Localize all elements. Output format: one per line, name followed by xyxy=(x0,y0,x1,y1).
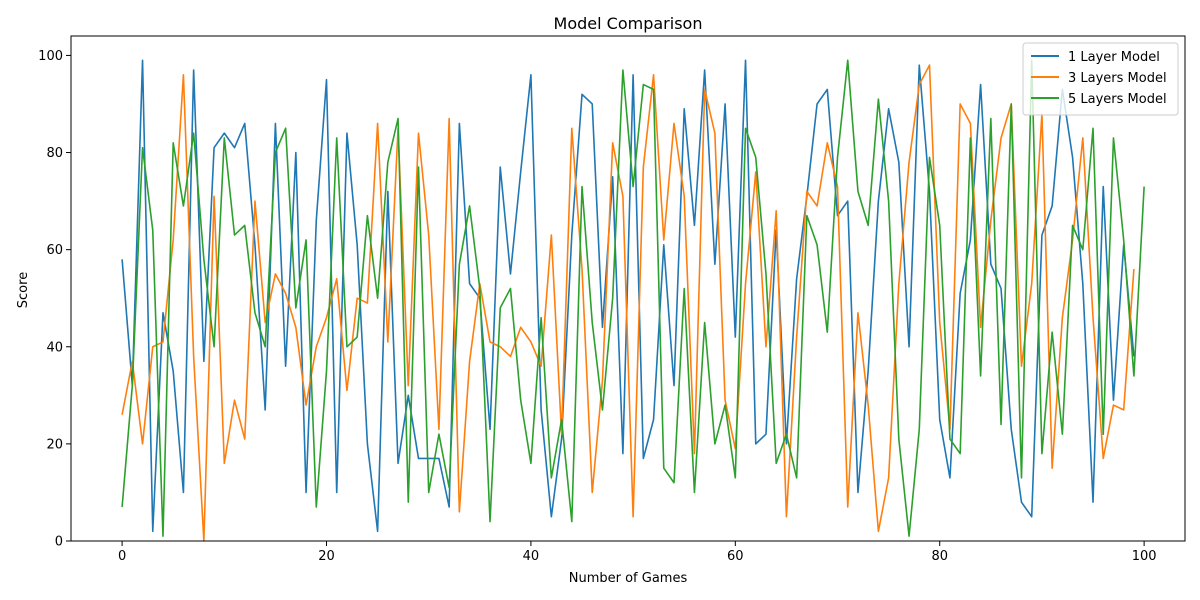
y-axis-label: Score xyxy=(16,272,31,308)
legend-label-1: 1 Layer Model xyxy=(1068,50,1160,65)
y-tick-label: 100 xyxy=(38,49,63,64)
legend-box xyxy=(1022,42,1179,116)
legend-label-3: 5 Layers Model xyxy=(1068,92,1167,107)
x-tick-label: 0 xyxy=(118,549,126,564)
y-tick-label: 60 xyxy=(46,243,63,258)
plot-frame xyxy=(70,35,1186,542)
x-tick-label: 60 xyxy=(727,549,744,564)
chart-title: Model Comparison xyxy=(554,14,703,33)
axes-layer: 0 20 40 60 80 100 0 20 40 60 80 100 xyxy=(38,35,1186,564)
x-tick-label: 80 xyxy=(931,549,948,564)
x-tick-label: 40 xyxy=(523,549,540,564)
series-layer xyxy=(121,59,1145,542)
x-tick-label: 20 xyxy=(318,549,335,564)
y-tick-label: 80 xyxy=(46,146,63,161)
x-tick-label: 100 xyxy=(1132,549,1157,564)
series-line-3 xyxy=(121,59,1145,537)
y-tick-label: 20 xyxy=(46,437,63,452)
series-line-1 xyxy=(121,59,1135,533)
legend-label-2: 3 Layers Model xyxy=(1068,71,1167,86)
series-line-2 xyxy=(121,64,1135,542)
legend: 1 Layer Model 3 Layers Model 5 Layers Mode… xyxy=(1022,42,1179,116)
y-tick-label: 0 xyxy=(55,535,63,550)
y-tick-label: 40 xyxy=(46,340,63,355)
x-axis-label: Number of Games xyxy=(569,571,688,586)
